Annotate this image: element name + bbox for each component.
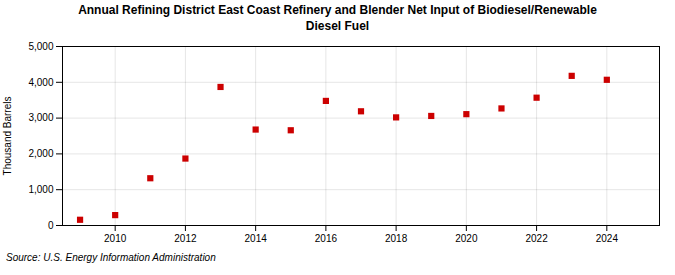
svg-text:2014: 2014 [245,233,268,244]
html-text:Annual Refining District East: Annual Refining District East Coast Refi… [78,3,597,33]
svg-text:2020: 2020 [455,233,478,244]
svg-text:2022: 2022 [525,233,548,244]
svg-text:2016: 2016 [315,233,338,244]
svg-text:1,000: 1,000 [28,184,53,195]
svg-text:2024: 2024 [596,233,619,244]
svg-text:3,000: 3,000 [28,112,53,123]
svg-text:2012: 2012 [174,233,197,244]
svg-text:0: 0 [48,220,54,231]
svg-text:5,000: 5,000 [28,41,53,52]
svg-text:2018: 2018 [385,233,408,244]
svg-text:2010: 2010 [104,233,127,244]
svg-text:Thousand Barrels: Thousand Barrels [2,97,13,176]
html-text:Source: U.S. Energy Informatio: Source: U.S. Energy Information Administ… [6,252,216,264]
svg-text:2,000: 2,000 [28,148,53,159]
svg-text:4,000: 4,000 [28,77,53,88]
